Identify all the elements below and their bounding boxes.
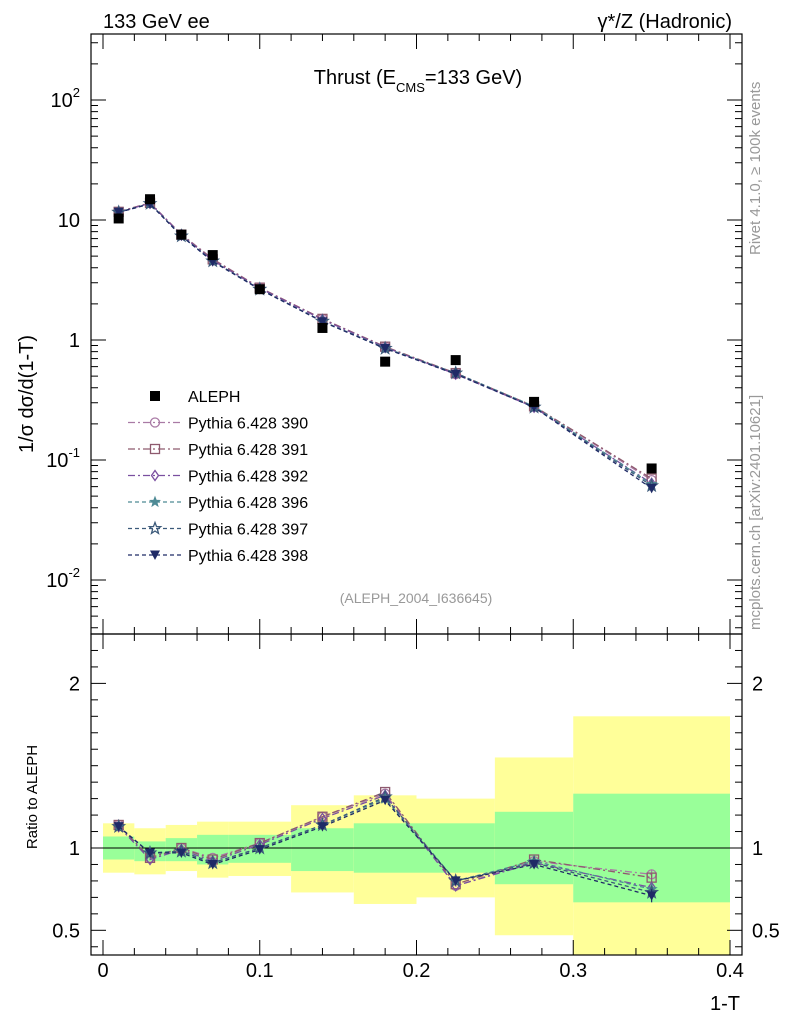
series-5-point-9 bbox=[646, 483, 657, 494]
data-point-4 bbox=[254, 284, 265, 295]
data-point-5 bbox=[317, 322, 328, 333]
ratio-5-point-2 bbox=[176, 848, 187, 858]
series-line-1 bbox=[118, 202, 652, 480]
ratio-series-5 bbox=[113, 795, 657, 903]
header-right-label: γ*/Z (Hadronic) bbox=[598, 11, 732, 33]
plot-title-rest: =133 GeV) bbox=[425, 67, 522, 89]
ratio-y-tick-label-left-2: 2 bbox=[69, 673, 80, 695]
ratio-y-axis-label: Ratio to ALEPH bbox=[24, 745, 41, 849]
series-1 bbox=[113, 197, 657, 484]
ratio-y-tick-label-right-2: 2 bbox=[752, 673, 763, 695]
ratio-y-tick-label-left-1: 1 bbox=[69, 838, 80, 860]
main-y-tick-exp-4: 2 bbox=[73, 85, 80, 100]
plot-title-subscript: CMS bbox=[396, 80, 425, 95]
plot-title: Thrust (ECMS=133 GeV) bbox=[314, 67, 522, 95]
data-point-3 bbox=[207, 250, 218, 261]
ratio-5-point-3 bbox=[207, 859, 218, 870]
legend-label-1: Pythia 6.428 391 bbox=[188, 442, 308, 459]
main-y-tick-label-0: 10-2 bbox=[46, 565, 80, 592]
legend-marker-2 bbox=[150, 469, 160, 482]
series-5-point-5 bbox=[317, 317, 328, 327]
ratio-5-point-7 bbox=[450, 876, 461, 886]
data-series bbox=[113, 194, 657, 474]
legend-label-4: Pythia 6.428 397 bbox=[188, 522, 308, 539]
series-5-point-7 bbox=[450, 369, 461, 380]
x-tick-label-0: 0 bbox=[97, 960, 108, 982]
ratio-series-group bbox=[111, 786, 660, 903]
ratio-y-tick-label-left-0: 0.5 bbox=[52, 920, 80, 942]
x-tick-label-3: 0.3 bbox=[559, 960, 587, 982]
legend-label-5: Pythia 6.428 398 bbox=[188, 548, 308, 565]
legend-marker-3 bbox=[148, 495, 162, 508]
ratio-line-5 bbox=[118, 799, 652, 897]
legend-marker-0 bbox=[149, 417, 161, 428]
legend-marker-4 bbox=[147, 520, 163, 535]
x-tick-label-1: 0.1 bbox=[246, 960, 274, 982]
main-y-tick-label-1: 10-1 bbox=[46, 445, 80, 472]
main-y-tick-base-1: 10 bbox=[46, 450, 68, 472]
data-point-8 bbox=[529, 396, 540, 407]
legend-label-3: Pythia 6.428 396 bbox=[188, 495, 308, 512]
main-y-tick-base-0: 10 bbox=[46, 570, 68, 592]
x-tick-label-2: 0.2 bbox=[403, 960, 431, 982]
legend: ALEPH Pythia 6.428 390 Pythia 6.428 391 Pyt… bbox=[128, 389, 308, 565]
main-y-tick-exp-1: -1 bbox=[68, 445, 80, 460]
ratio-2-point-1 bbox=[145, 853, 155, 866]
legend-label-2: Pythia 6.428 392 bbox=[188, 469, 308, 486]
main-y-tick-base-3: 10 bbox=[58, 210, 80, 232]
ratio-5-point-0 bbox=[113, 822, 124, 832]
ratio-line-4 bbox=[118, 796, 652, 894]
data-point-0 bbox=[113, 213, 124, 224]
main-y-tick-label-4: 102 bbox=[51, 85, 80, 112]
data-point-1 bbox=[145, 194, 156, 205]
ratio-line-2 bbox=[118, 794, 652, 889]
data-point-2 bbox=[176, 229, 187, 240]
legend-marker-1 bbox=[149, 443, 161, 455]
main-y-tick-label-2: 1 bbox=[69, 330, 80, 352]
series-5-point-0 bbox=[113, 207, 124, 218]
legend-data-marker bbox=[150, 391, 160, 401]
data-point-6 bbox=[380, 356, 391, 367]
legend-label-0: Pythia 6.428 390 bbox=[188, 416, 308, 433]
mcplots-label: mcplots.cern.ch [arXiv:2401.10621] bbox=[747, 395, 764, 630]
ratio-5-point-5 bbox=[317, 822, 328, 832]
x-tick-label-4: 0.4 bbox=[716, 960, 744, 982]
data-point-9 bbox=[646, 463, 657, 474]
ratio-5-point-1 bbox=[145, 848, 156, 858]
x-axis-label: 1-T bbox=[710, 993, 740, 1015]
main-y-tick-base-4: 10 bbox=[51, 90, 73, 112]
main-frame bbox=[90, 33, 743, 635]
series-5-point-6 bbox=[380, 343, 391, 354]
ratio-y-tick-label-right-1: 1 bbox=[752, 838, 763, 860]
plot-title-main: Thrust (E bbox=[314, 67, 396, 89]
main-y-axis-label: 1/σ dσ/d(1-T) bbox=[16, 335, 38, 453]
analysis-id-label: (ALEPH_2004_I636645) bbox=[340, 590, 493, 606]
rivet-version-label: Rivet 4.1.0, ≥ 100k events bbox=[747, 82, 764, 255]
ratio-5-point-9 bbox=[646, 891, 657, 901]
ratio-5-point-6 bbox=[380, 795, 391, 806]
ratio-5-point-8 bbox=[529, 859, 540, 870]
ratio-y-tick-label-right-0: 0.5 bbox=[752, 920, 780, 942]
header-left-label: 133 GeV ee bbox=[103, 11, 210, 33]
series-line-5 bbox=[118, 203, 652, 489]
ratio-5-point-4 bbox=[254, 845, 265, 855]
legend-data-label: ALEPH bbox=[188, 389, 240, 406]
main-series-group bbox=[111, 194, 660, 494]
main-y-tick-base-2: 1 bbox=[69, 330, 80, 352]
legend-marker-5 bbox=[150, 550, 160, 560]
main-y-tick-label-3: 10 bbox=[58, 210, 80, 232]
band-inner-5 bbox=[291, 828, 354, 872]
data-point-7 bbox=[450, 355, 461, 366]
main-y-tick-exp-0: -2 bbox=[68, 565, 80, 580]
